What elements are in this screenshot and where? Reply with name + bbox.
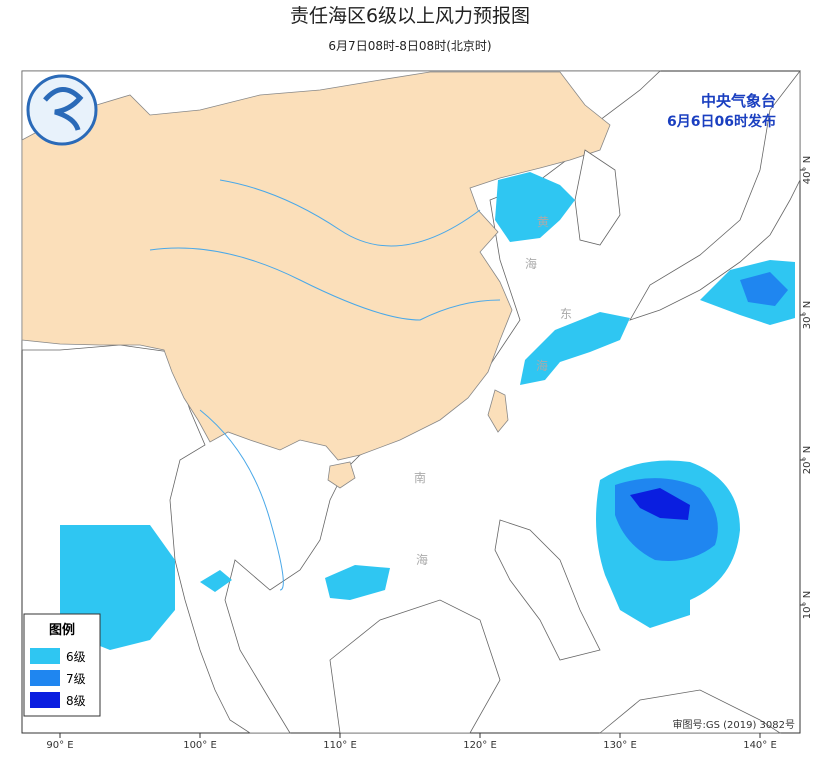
china-land [21, 71, 611, 461]
new-guinea [598, 689, 782, 734]
approval-number: 审图号:GS (2019) 3082号 [672, 718, 795, 731]
sea-label: 海 [536, 358, 548, 373]
wind-level-8 [630, 488, 690, 520]
wind-area [630, 488, 690, 520]
issue-time: 6月6日06时发布 [667, 113, 776, 130]
legend-swatch [30, 670, 60, 686]
wind-area [325, 565, 390, 600]
river [219, 179, 481, 247]
legend-label: 7级 [66, 672, 86, 686]
hainan [327, 461, 356, 489]
legend-title: 图例 [49, 622, 75, 638]
legend-swatch [30, 648, 60, 664]
taiwan [487, 389, 509, 433]
wind-area [495, 172, 575, 242]
borneo [329, 599, 501, 734]
philippines [494, 519, 601, 661]
wind-area [200, 570, 232, 592]
lon-tick-label: 120° E [463, 740, 497, 751]
legend-label: 8级 [66, 694, 86, 708]
wind-area [740, 272, 788, 306]
lat-tick-label: 40° N [802, 156, 813, 184]
lon-tick-label: 140° E [743, 740, 777, 751]
lon-tick-label: 130° E [603, 740, 637, 751]
legend: 图例 6级 7级 8级 [23, 613, 101, 717]
legend-swatch [30, 692, 60, 708]
lon-tick-label: 90° E [46, 740, 73, 751]
river [199, 409, 284, 591]
lat-tick-label: 10° N [802, 591, 813, 619]
issuer: 中央气象台 [701, 92, 776, 110]
lon-tick-label: 110° E [323, 740, 357, 751]
title: 责任海区6级以上风力预报图 [290, 5, 530, 27]
lat-tick-label: 30° N [802, 301, 813, 329]
lon-tick-label: 100° E [183, 740, 217, 751]
sea-label: 海 [416, 552, 428, 567]
logo-mark [43, 87, 84, 131]
wind-area [520, 312, 630, 385]
map: 黄 海 东 海 南 海 [21, 69, 801, 734]
sea-label: 南 [414, 470, 426, 485]
sea-label: 黄 [537, 215, 549, 229]
lat-tick-label: 20° N [802, 446, 813, 474]
sea-label: 东 [560, 307, 572, 321]
river [149, 247, 501, 321]
subtitle: 6月7日08时-8日08时(北京时) [328, 39, 491, 53]
legend-label: 6级 [66, 650, 86, 664]
sea-label: 海 [525, 256, 537, 271]
japan [629, 69, 801, 321]
